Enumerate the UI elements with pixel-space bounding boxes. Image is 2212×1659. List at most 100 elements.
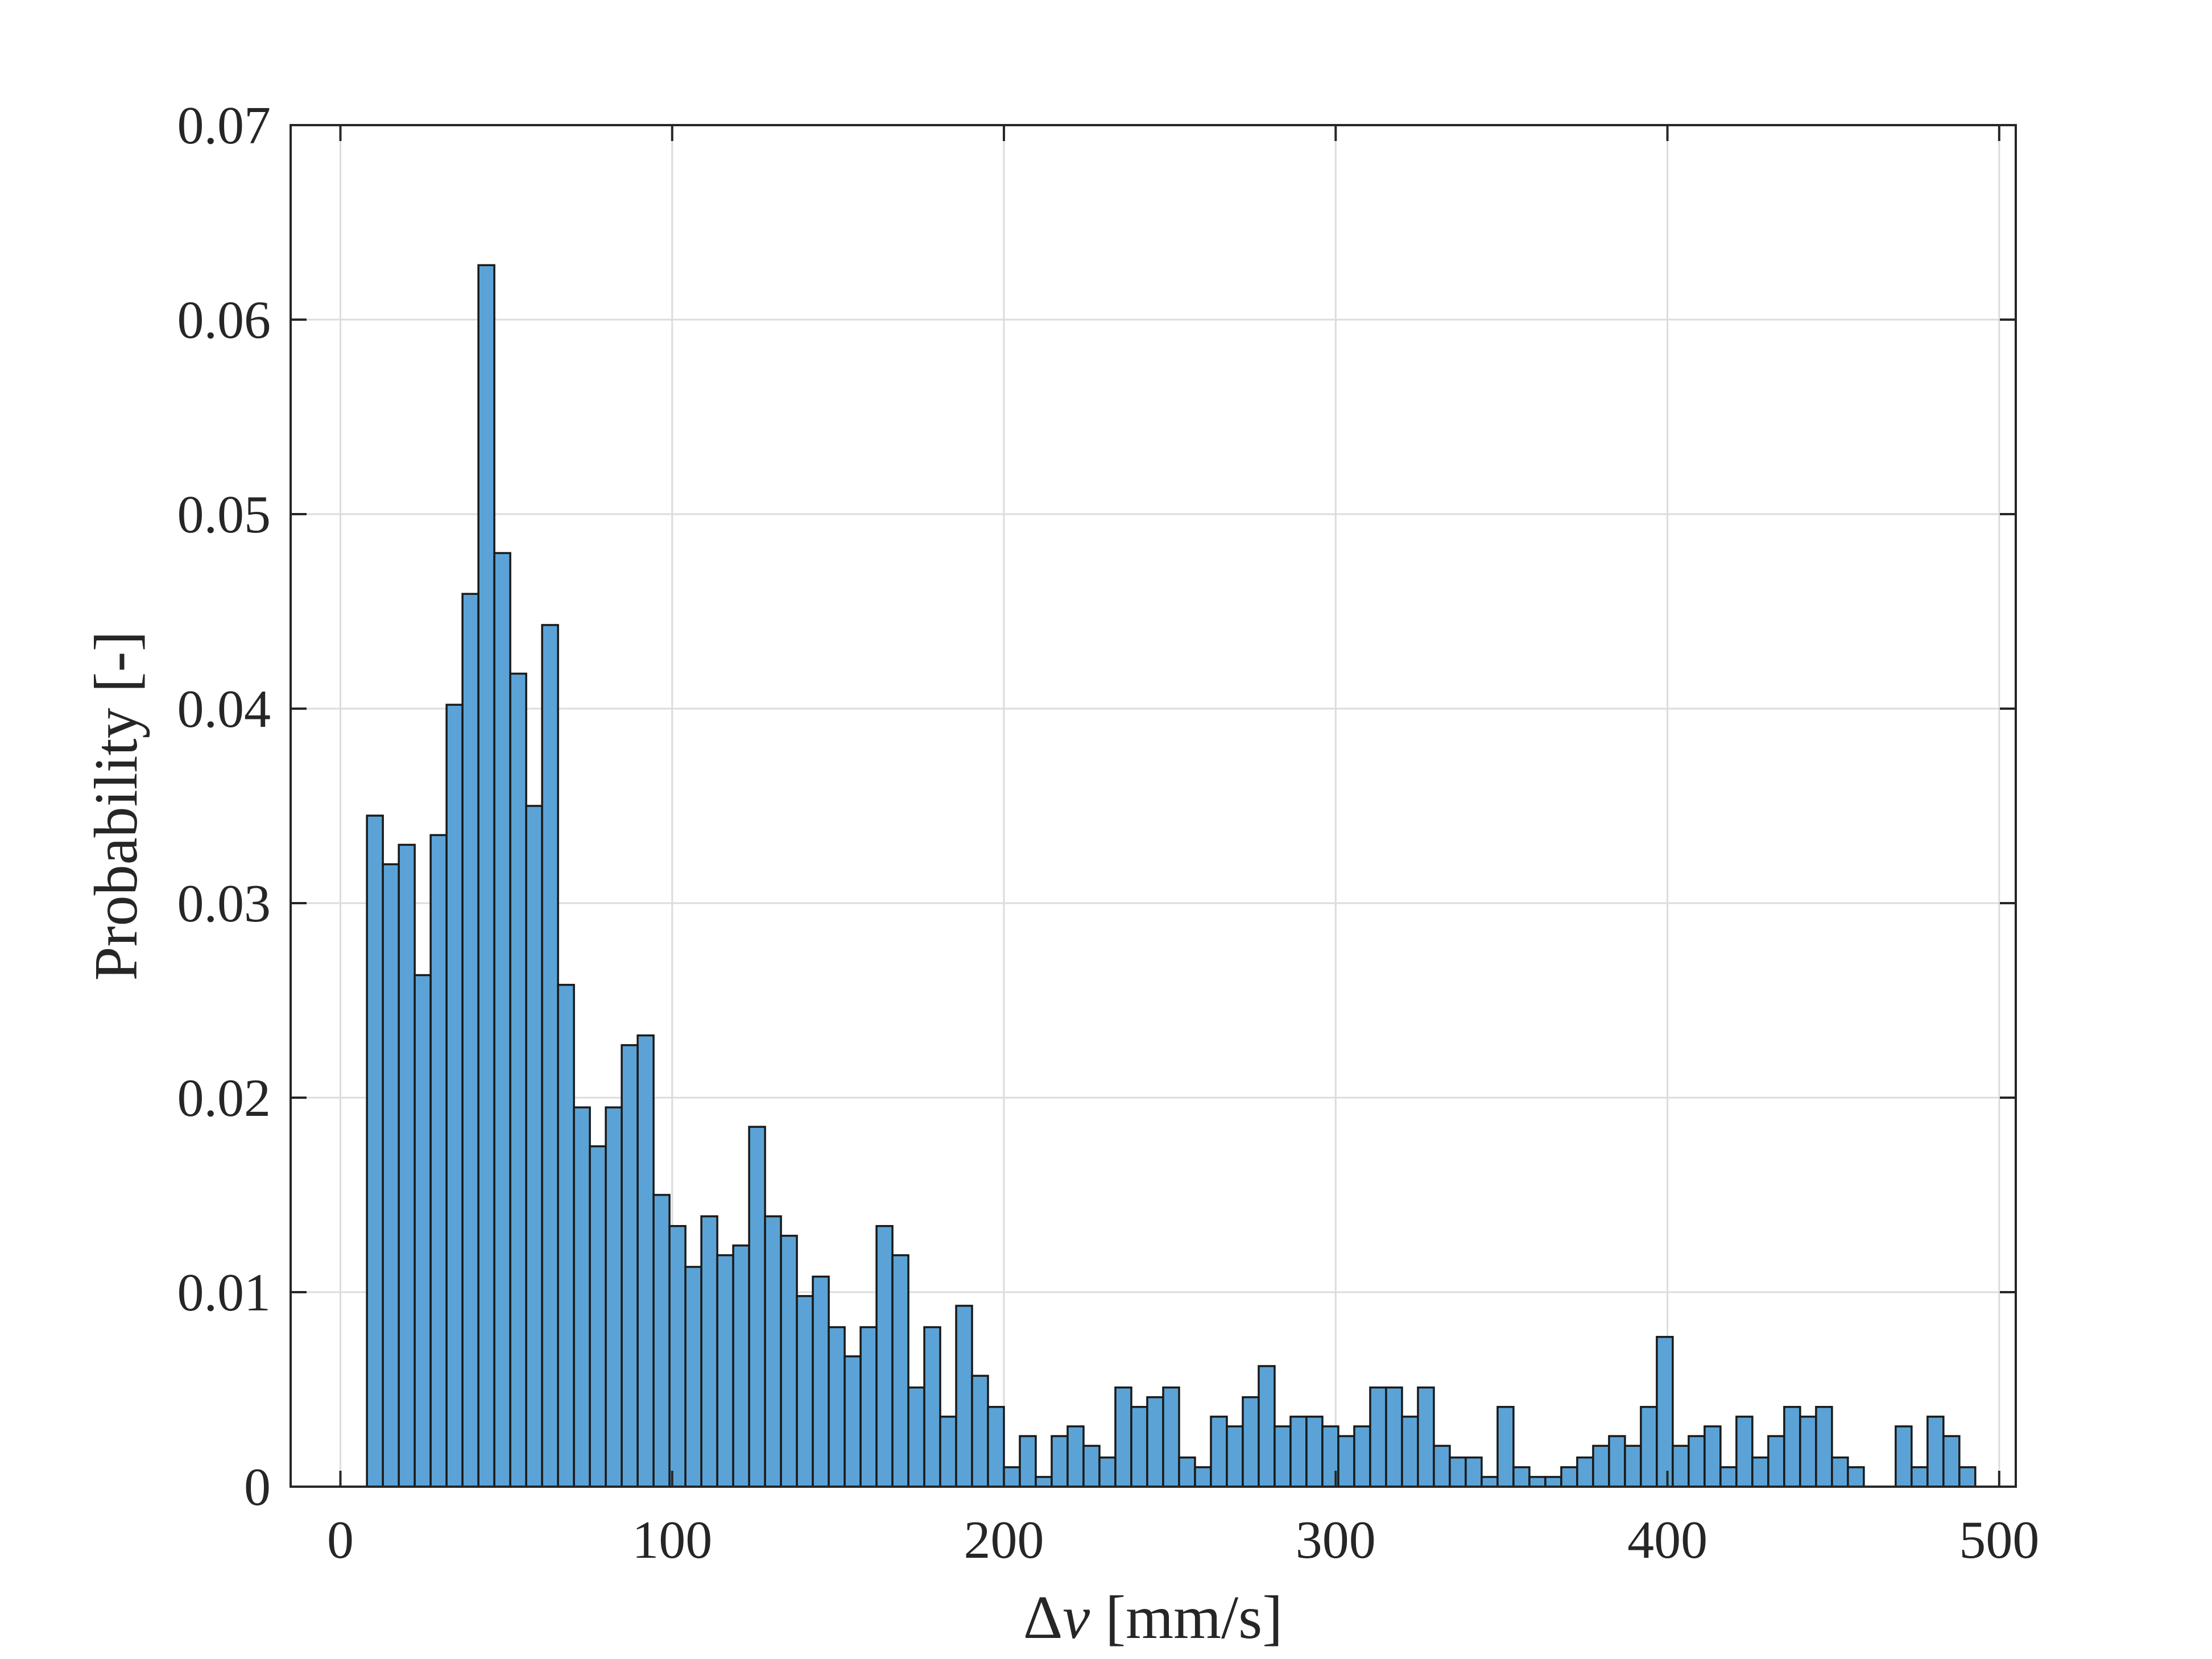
histogram-bar — [859, 1326, 878, 1488]
x-tick-label-3: 300 — [1296, 1511, 1376, 1570]
histogram-bar — [1767, 1435, 1785, 1488]
x-tick-label-5: 500 — [1959, 1511, 2039, 1570]
histogram-bar — [1098, 1456, 1117, 1488]
histogram-bar — [1242, 1396, 1260, 1488]
histogram-bar — [398, 843, 416, 1488]
histogram-bar — [891, 1254, 909, 1488]
x-axis-label-unit: [mm/s] — [1090, 1584, 1283, 1652]
histogram-bar — [1019, 1435, 1037, 1488]
histogram-bar — [1958, 1466, 1977, 1488]
histogram-bar — [1512, 1466, 1531, 1488]
histogram-bar — [684, 1265, 702, 1488]
histogram-bar — [1130, 1406, 1148, 1488]
histogram-bar — [1688, 1435, 1706, 1488]
histogram-bar — [541, 624, 559, 1488]
histogram-bar — [700, 1215, 718, 1488]
histogram-bar — [382, 863, 400, 1488]
histogram-bar — [1926, 1416, 1945, 1488]
histogram-bar — [875, 1224, 894, 1488]
x-axis-tick-labels: 0 100 200 300 400 500 — [327, 1511, 2039, 1570]
histogram-bar — [1911, 1466, 1929, 1488]
histogram-bar — [1799, 1416, 1817, 1488]
y-tick-label-2: 0.02 — [177, 1069, 271, 1128]
x-tick-label-0: 0 — [327, 1511, 354, 1570]
x-tick-label-4: 400 — [1627, 1511, 1707, 1570]
x-tick-label-2: 200 — [964, 1511, 1044, 1570]
histogram-bar — [1672, 1445, 1690, 1488]
axis-ticks — [291, 124, 2016, 1488]
y-tick-label-6: 0.06 — [177, 291, 271, 350]
histogram-bar — [1847, 1466, 1865, 1488]
histogram-bar — [1544, 1476, 1562, 1488]
histogram-bar — [1417, 1386, 1435, 1488]
histogram-bar — [1449, 1456, 1467, 1488]
histogram-bar — [1353, 1425, 1371, 1488]
histogram-bar — [780, 1235, 798, 1488]
histogram-bar — [1576, 1456, 1594, 1488]
histogram-bar — [1401, 1416, 1419, 1488]
histogram-bar — [1146, 1396, 1164, 1488]
histogram-bar — [1337, 1435, 1355, 1488]
histogram-bar — [1481, 1476, 1499, 1488]
histogram-bar — [636, 1034, 655, 1488]
histogram-bar — [1942, 1435, 1961, 1488]
histogram-bar — [1624, 1445, 1642, 1488]
histogram-bar — [844, 1355, 862, 1488]
histogram-bar — [1385, 1386, 1403, 1488]
y-tick-label-5: 0.05 — [177, 485, 271, 544]
histogram-bar — [907, 1386, 925, 1488]
histogram-bar — [1289, 1416, 1308, 1488]
plot-area-border — [290, 124, 2017, 1488]
histogram-bar — [621, 1044, 639, 1488]
histogram-bar — [1751, 1456, 1769, 1488]
histogram-bar — [461, 593, 479, 1488]
histogram-bar — [366, 814, 384, 1488]
histogram-bar — [1178, 1456, 1196, 1488]
histogram-bar — [1719, 1466, 1738, 1488]
histogram-bar — [1003, 1466, 1021, 1488]
histogram-bar — [955, 1305, 973, 1488]
histogram-bar — [1226, 1425, 1244, 1488]
histogram-bar — [1608, 1435, 1626, 1488]
histogram-bar — [748, 1126, 766, 1488]
histogram-bar — [1656, 1335, 1674, 1488]
histogram-bar — [1114, 1386, 1132, 1488]
histogram-bar — [1305, 1416, 1324, 1488]
histogram-bar — [1066, 1425, 1085, 1488]
x-axis-label-prefix: Δ — [1023, 1584, 1062, 1652]
y-tick-label-0: 0 — [244, 1458, 271, 1517]
histogram-bar — [716, 1254, 734, 1488]
histogram-bar — [1369, 1386, 1387, 1488]
histogram-bar — [652, 1194, 671, 1488]
y-axis-label: Probability [-] — [82, 631, 150, 981]
y-tick-label-1: 0.01 — [177, 1263, 271, 1322]
histogram-bar — [573, 1106, 591, 1488]
histogram-bar — [589, 1145, 607, 1488]
y-axis-tick-labels: 0 0.01 0.02 0.03 0.04 0.05 0.06 0.07 — [177, 96, 271, 1517]
histogram-bar — [939, 1416, 957, 1488]
x-axis-label: Δv [mm/s] — [1023, 1584, 1283, 1652]
x-tick-label-1: 100 — [632, 1511, 712, 1570]
histogram-bar — [1528, 1476, 1547, 1488]
histogram-bar — [1735, 1416, 1754, 1488]
histogram-bar — [445, 704, 464, 1488]
histogram-bar — [1433, 1445, 1451, 1488]
histogram-bar — [828, 1326, 846, 1488]
histogram-bar — [1051, 1435, 1069, 1488]
histogram-bars — [366, 264, 1977, 1488]
histogram-bar — [764, 1215, 782, 1488]
histogram-bar — [605, 1106, 623, 1488]
histogram-bar — [971, 1375, 989, 1488]
y-tick-label-4: 0.04 — [177, 680, 271, 739]
histogram-bar — [1560, 1466, 1578, 1488]
histogram-bar — [1640, 1406, 1658, 1488]
histogram-bar — [557, 983, 575, 1488]
histogram-bar — [493, 552, 511, 1488]
histogram-bar — [429, 834, 448, 1488]
histogram-bar — [1496, 1406, 1515, 1488]
histogram-bar — [414, 974, 432, 1488]
histogram-bar — [1035, 1476, 1053, 1488]
x-axis-label-variable: v — [1062, 1584, 1090, 1652]
